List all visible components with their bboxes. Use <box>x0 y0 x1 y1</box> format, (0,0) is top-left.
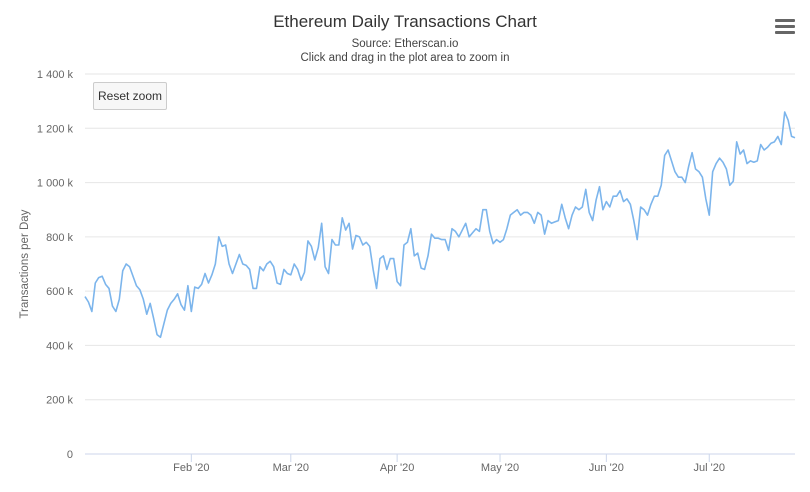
y-tick-label: 400 k <box>46 340 73 352</box>
chart-title: Ethereum Daily Transactions Chart <box>273 12 537 31</box>
x-tick-label: Mar '20 <box>273 462 309 474</box>
reset-zoom-button[interactable]: Reset zoom <box>93 82 167 110</box>
x-axis-ticks: Feb '20 Mar '20 Apr '20 May '20 Jun '20 Jul '… <box>173 454 725 474</box>
y-tick-label: 600 k <box>46 286 73 298</box>
chart-subtitle-source: Source: Etherscan.io <box>351 38 459 50</box>
y-tick-label: 800 k <box>46 232 73 244</box>
series-line[interactable] <box>84 111 796 339</box>
grid-lines <box>85 73 795 455</box>
y-axis-ticks: 0 200 k 400 k 600 k 800 k 1 000 k 1 200 k 1 400… <box>37 69 74 461</box>
hamburger-menu-icon[interactable] <box>772 16 798 38</box>
x-tick-label: Feb '20 <box>173 462 209 474</box>
y-tick-label: 200 k <box>46 395 73 407</box>
series-layer <box>84 111 796 339</box>
y-axis-label: Transactions per Day <box>19 209 31 318</box>
y-tick-label: 1 400 k <box>37 69 74 81</box>
y-tick-label: 1 200 k <box>37 123 74 135</box>
x-tick-label: Jul '20 <box>694 462 725 474</box>
y-tick-label: 1 000 k <box>37 178 74 190</box>
chart-subtitle-hint: Click and drag in the plot area to zoom … <box>300 52 510 64</box>
y-tick-label: 0 <box>67 449 73 461</box>
x-tick-label: Apr '20 <box>380 462 415 474</box>
x-tick-label: May '20 <box>481 462 519 474</box>
x-tick-label: Jun '20 <box>589 462 624 474</box>
